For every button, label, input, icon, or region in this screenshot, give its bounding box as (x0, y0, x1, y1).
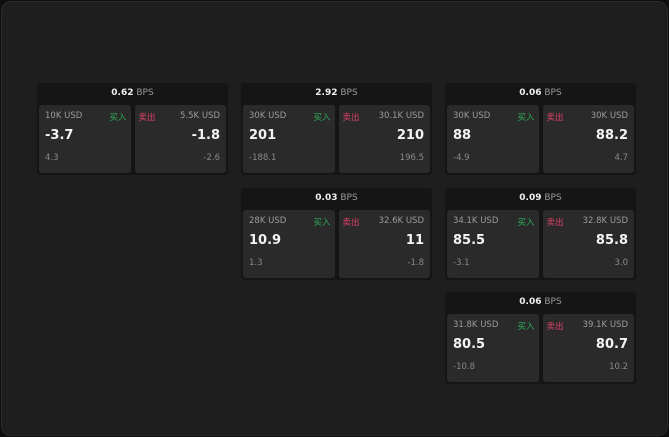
buy-button[interactable]: 30K USD 买入 88 -4.9 (447, 105, 539, 173)
buy-button[interactable]: 28K USD 买入 10.9 1.3 (243, 210, 335, 278)
buy-button[interactable]: 10K USD 买入 -3.7 4.3 (39, 105, 131, 173)
buy-label: 买入 (313, 218, 331, 228)
sell-amount: 30K USD (590, 111, 628, 121)
sell-label: 卖出 (546, 322, 564, 332)
spread-value: 0.62 (111, 88, 134, 98)
spread-unit: BPS (340, 88, 358, 98)
buy-button[interactable]: 31.8K USD 买入 80.5 -10.8 (447, 314, 539, 382)
sell-change: -2.6 (203, 153, 220, 163)
sell-label: 卖出 (342, 218, 360, 228)
sell-button[interactable]: 卖出 30.1K USD 210 196.5 (338, 105, 430, 173)
spread-unit: BPS (544, 193, 562, 203)
spread-value: 0.06 (519, 88, 542, 98)
sell-amount: 5.5K USD (180, 111, 220, 121)
price-widget: 0.09 BPS 34.1K USD 买入 85.5 -3.1 卖出 32.8K… (445, 188, 636, 280)
buy-amount: 34.1K USD (453, 216, 499, 226)
sell-price: 80.7 (595, 337, 628, 352)
buy-amount: 30K USD (249, 111, 287, 121)
buy-label: 买入 (517, 113, 535, 123)
spread-unit: BPS (544, 88, 562, 98)
buy-amount: 30K USD (453, 111, 491, 121)
buy-change: 4.3 (45, 153, 59, 163)
sell-button[interactable]: 卖出 30K USD 88.2 4.7 (542, 105, 634, 173)
buy-price: 10.9 (249, 233, 282, 248)
buy-change: -4.9 (453, 153, 470, 163)
buy-button[interactable]: 30K USD 买入 201 -188.1 (243, 105, 335, 173)
spread-unit: BPS (544, 297, 562, 307)
spread-value: 2.92 (315, 88, 338, 98)
sell-change: -1.8 (407, 258, 424, 268)
price-widget: 0.06 BPS 30K USD 买入 88 -4.9 卖出 30K USD 8… (445, 83, 636, 175)
sell-label: 卖出 (546, 218, 564, 228)
buy-amount: 31.8K USD (453, 320, 499, 330)
price-widget: 0.03 BPS 28K USD 买入 10.9 1.3 卖出 32.6K US… (241, 188, 432, 280)
sell-change: 3.0 (614, 258, 628, 268)
sell-button[interactable]: 卖出 32.6K USD 11 -1.8 (338, 210, 430, 278)
sell-label: 卖出 (546, 113, 564, 123)
sell-change: 196.5 (399, 153, 424, 163)
spread-unit: BPS (136, 88, 154, 98)
sell-amount: 32.8K USD (582, 216, 628, 226)
sell-button[interactable]: 卖出 5.5K USD -1.8 -2.6 (134, 105, 226, 173)
buy-amount: 10K USD (45, 111, 83, 121)
buy-amount: 28K USD (249, 216, 287, 226)
buy-price: 80.5 (453, 337, 486, 352)
buy-price: -3.7 (45, 128, 74, 143)
buy-change: -3.1 (453, 258, 470, 268)
spread-header: 0.09 BPS (445, 188, 636, 209)
spread-value: 0.09 (519, 193, 542, 203)
buy-label: 买入 (313, 113, 331, 123)
sell-price: 210 (396, 128, 424, 143)
sell-label: 卖出 (138, 113, 156, 123)
buy-label: 买入 (109, 113, 127, 123)
price-widget: 0.06 BPS 31.8K USD 买入 80.5 -10.8 卖出 39.1… (445, 292, 636, 384)
price-widget: 2.92 BPS 30K USD 买入 201 -188.1 卖出 30.1K … (241, 83, 432, 175)
buy-change: -10.8 (453, 362, 475, 372)
sell-label: 卖出 (342, 113, 360, 123)
buy-price: 85.5 (453, 233, 486, 248)
buy-price: 88 (453, 128, 472, 143)
sell-price: 85.8 (595, 233, 628, 248)
sell-button[interactable]: 卖出 32.8K USD 85.8 3.0 (542, 210, 634, 278)
spread-value: 0.03 (315, 193, 338, 203)
spread-header: 0.06 BPS (445, 292, 636, 313)
buy-label: 买入 (517, 322, 535, 332)
spread-header: 0.03 BPS (241, 188, 432, 209)
sell-change: 4.7 (614, 153, 628, 163)
sell-amount: 30.1K USD (378, 111, 424, 121)
sell-change: 10.2 (609, 362, 628, 372)
sell-amount: 39.1K USD (582, 320, 628, 330)
sell-price: 88.2 (595, 128, 628, 143)
spread-value: 0.06 (519, 297, 542, 307)
spread-unit: BPS (340, 193, 358, 203)
buy-change: 1.3 (249, 258, 263, 268)
buy-button[interactable]: 34.1K USD 买入 85.5 -3.1 (447, 210, 539, 278)
spread-header: 0.06 BPS (445, 83, 636, 104)
sell-price: -1.8 (191, 128, 220, 143)
buy-change: -188.1 (249, 153, 277, 163)
buy-price: 201 (249, 128, 277, 143)
price-widget: 0.62 BPS 10K USD 买入 -3.7 4.3 卖出 5.5K USD… (37, 83, 228, 175)
sell-button[interactable]: 卖出 39.1K USD 80.7 10.2 (542, 314, 634, 382)
sell-amount: 32.6K USD (378, 216, 424, 226)
spread-header: 2.92 BPS (241, 83, 432, 104)
spread-header: 0.62 BPS (37, 83, 228, 104)
buy-label: 买入 (517, 218, 535, 228)
sell-price: 11 (405, 233, 424, 248)
